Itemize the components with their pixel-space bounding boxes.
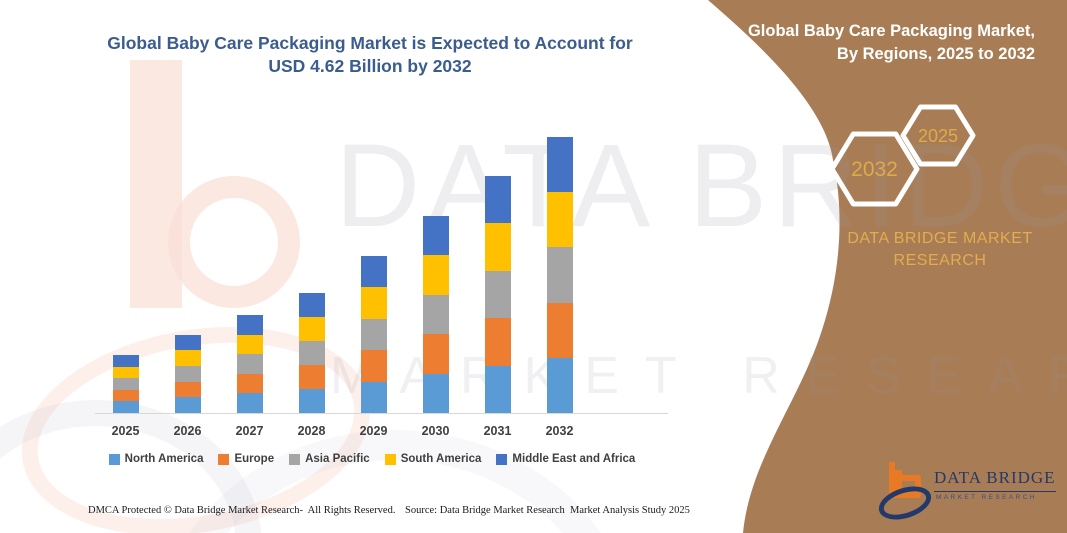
x-tick-2025: 2025 xyxy=(111,424,140,438)
logo-b-icon xyxy=(896,475,921,498)
x-tick-2032: 2032 xyxy=(545,424,574,438)
segment-asia-pacific xyxy=(360,318,387,351)
legend-swatch-icon xyxy=(384,453,396,465)
segment-south-america xyxy=(236,334,263,355)
hexagon-2032-label: 2032 xyxy=(851,158,898,181)
segment-middle-east-and-africa xyxy=(174,334,201,351)
bar-2025 xyxy=(112,355,139,413)
segment-north-america xyxy=(174,397,201,413)
segment-asia-pacific xyxy=(422,294,449,335)
segment-asia-pacific xyxy=(174,366,201,382)
legend-label: Asia Pacific xyxy=(305,453,370,465)
segment-europe xyxy=(422,334,449,374)
chart-title: Global Baby Care Packaging Market is Exp… xyxy=(107,33,633,77)
segment-north-america xyxy=(298,388,325,413)
segment-asia-pacific xyxy=(484,270,511,319)
hexagon-2025 xyxy=(900,104,976,167)
segment-middle-east-and-africa xyxy=(236,315,263,335)
bar-2029 xyxy=(360,255,387,413)
legend-swatch-icon xyxy=(218,453,230,465)
legend-label: Middle East and Africa xyxy=(512,453,636,465)
data-bridge-logo: DATA BRIDGE MARKET RESEARCH xyxy=(874,458,1056,526)
x-tick-2027: 2027 xyxy=(235,424,264,438)
segment-asia-pacific xyxy=(236,354,263,374)
segment-north-america xyxy=(236,393,263,413)
segment-asia-pacific xyxy=(298,340,325,365)
segment-middle-east-and-africa xyxy=(112,355,139,367)
segment-north-america xyxy=(484,365,511,413)
footer-source-text: Source: Data Bridge Market Research Mark… xyxy=(405,505,690,516)
segment-south-america xyxy=(422,255,449,295)
segment-europe xyxy=(298,364,325,389)
legend-item-asia-pacific: Asia Pacific xyxy=(289,453,370,465)
segment-asia-pacific xyxy=(546,247,573,303)
bar-2030 xyxy=(422,215,449,413)
x-tick-2029: 2029 xyxy=(359,424,388,438)
bar-2028 xyxy=(298,292,325,413)
legend-item-north-america: North America xyxy=(108,453,204,465)
segment-middle-east-and-africa xyxy=(546,137,573,193)
x-tick-2028: 2028 xyxy=(297,424,326,438)
segment-south-america xyxy=(484,223,511,271)
legend-item-europe: Europe xyxy=(218,453,274,465)
logo-swoosh-icon xyxy=(874,480,936,526)
bar-2027 xyxy=(236,315,263,413)
segment-europe xyxy=(112,389,139,402)
legend-label: South America xyxy=(400,453,482,465)
chart-legend: North America Europe Asia Pacific South Ame… xyxy=(72,453,672,465)
x-tick-2030: 2030 xyxy=(421,424,450,438)
legend-swatch-icon xyxy=(496,453,508,465)
x-tick-2031: 2031 xyxy=(483,424,512,438)
segment-middle-east-and-africa xyxy=(422,215,449,256)
logo-name-text: DATA BRIDGE xyxy=(934,468,1056,492)
legend-item-middle-east-and-africa: Middle East and Africa xyxy=(496,453,635,465)
segment-north-america xyxy=(546,357,573,413)
x-tick-2026: 2026 xyxy=(173,424,202,438)
segment-north-america xyxy=(360,381,387,413)
segment-europe xyxy=(546,302,573,358)
segment-europe xyxy=(484,318,511,366)
legend-item-south-america: South America xyxy=(384,453,482,465)
logo-sub-text: MARKET RESEARCH xyxy=(936,494,1037,501)
bar-2026 xyxy=(174,334,201,413)
segment-middle-east-and-africa xyxy=(484,175,511,224)
segment-south-america xyxy=(112,366,139,379)
segment-middle-east-and-africa xyxy=(298,292,325,317)
legend-label: Europe xyxy=(234,453,275,465)
segment-europe xyxy=(174,381,201,398)
hexagon-2032 xyxy=(829,131,920,207)
bar-2032 xyxy=(546,137,573,413)
segment-asia-pacific xyxy=(112,378,139,390)
footer-dmca-text: DMCA Protected © Data Bridge Market Rese… xyxy=(88,505,396,516)
bar-2031 xyxy=(484,175,511,413)
segment-middle-east-and-africa xyxy=(360,255,387,288)
legend-swatch-icon xyxy=(108,453,120,465)
hexagon-badges: 2025 2032 xyxy=(829,104,976,207)
segment-south-america xyxy=(360,287,387,319)
legend-swatch-icon xyxy=(289,453,301,465)
logo-b-icon xyxy=(895,462,902,470)
segment-south-america xyxy=(546,192,573,248)
x-axis-line xyxy=(95,413,668,414)
hexagon-2025-label: 2025 xyxy=(918,126,958,146)
segment-south-america xyxy=(298,316,325,341)
segment-north-america xyxy=(422,373,449,413)
segment-north-america xyxy=(112,401,139,413)
brand-wordmark: DATA BRIDGE MARKET RESEARCH xyxy=(847,230,1033,270)
segment-europe xyxy=(360,350,387,382)
segment-south-america xyxy=(174,350,201,367)
legend-label: North America xyxy=(124,453,204,465)
side-panel-title: Global Baby Care Packaging Market, By Re… xyxy=(747,22,1035,63)
segment-europe xyxy=(236,373,263,394)
